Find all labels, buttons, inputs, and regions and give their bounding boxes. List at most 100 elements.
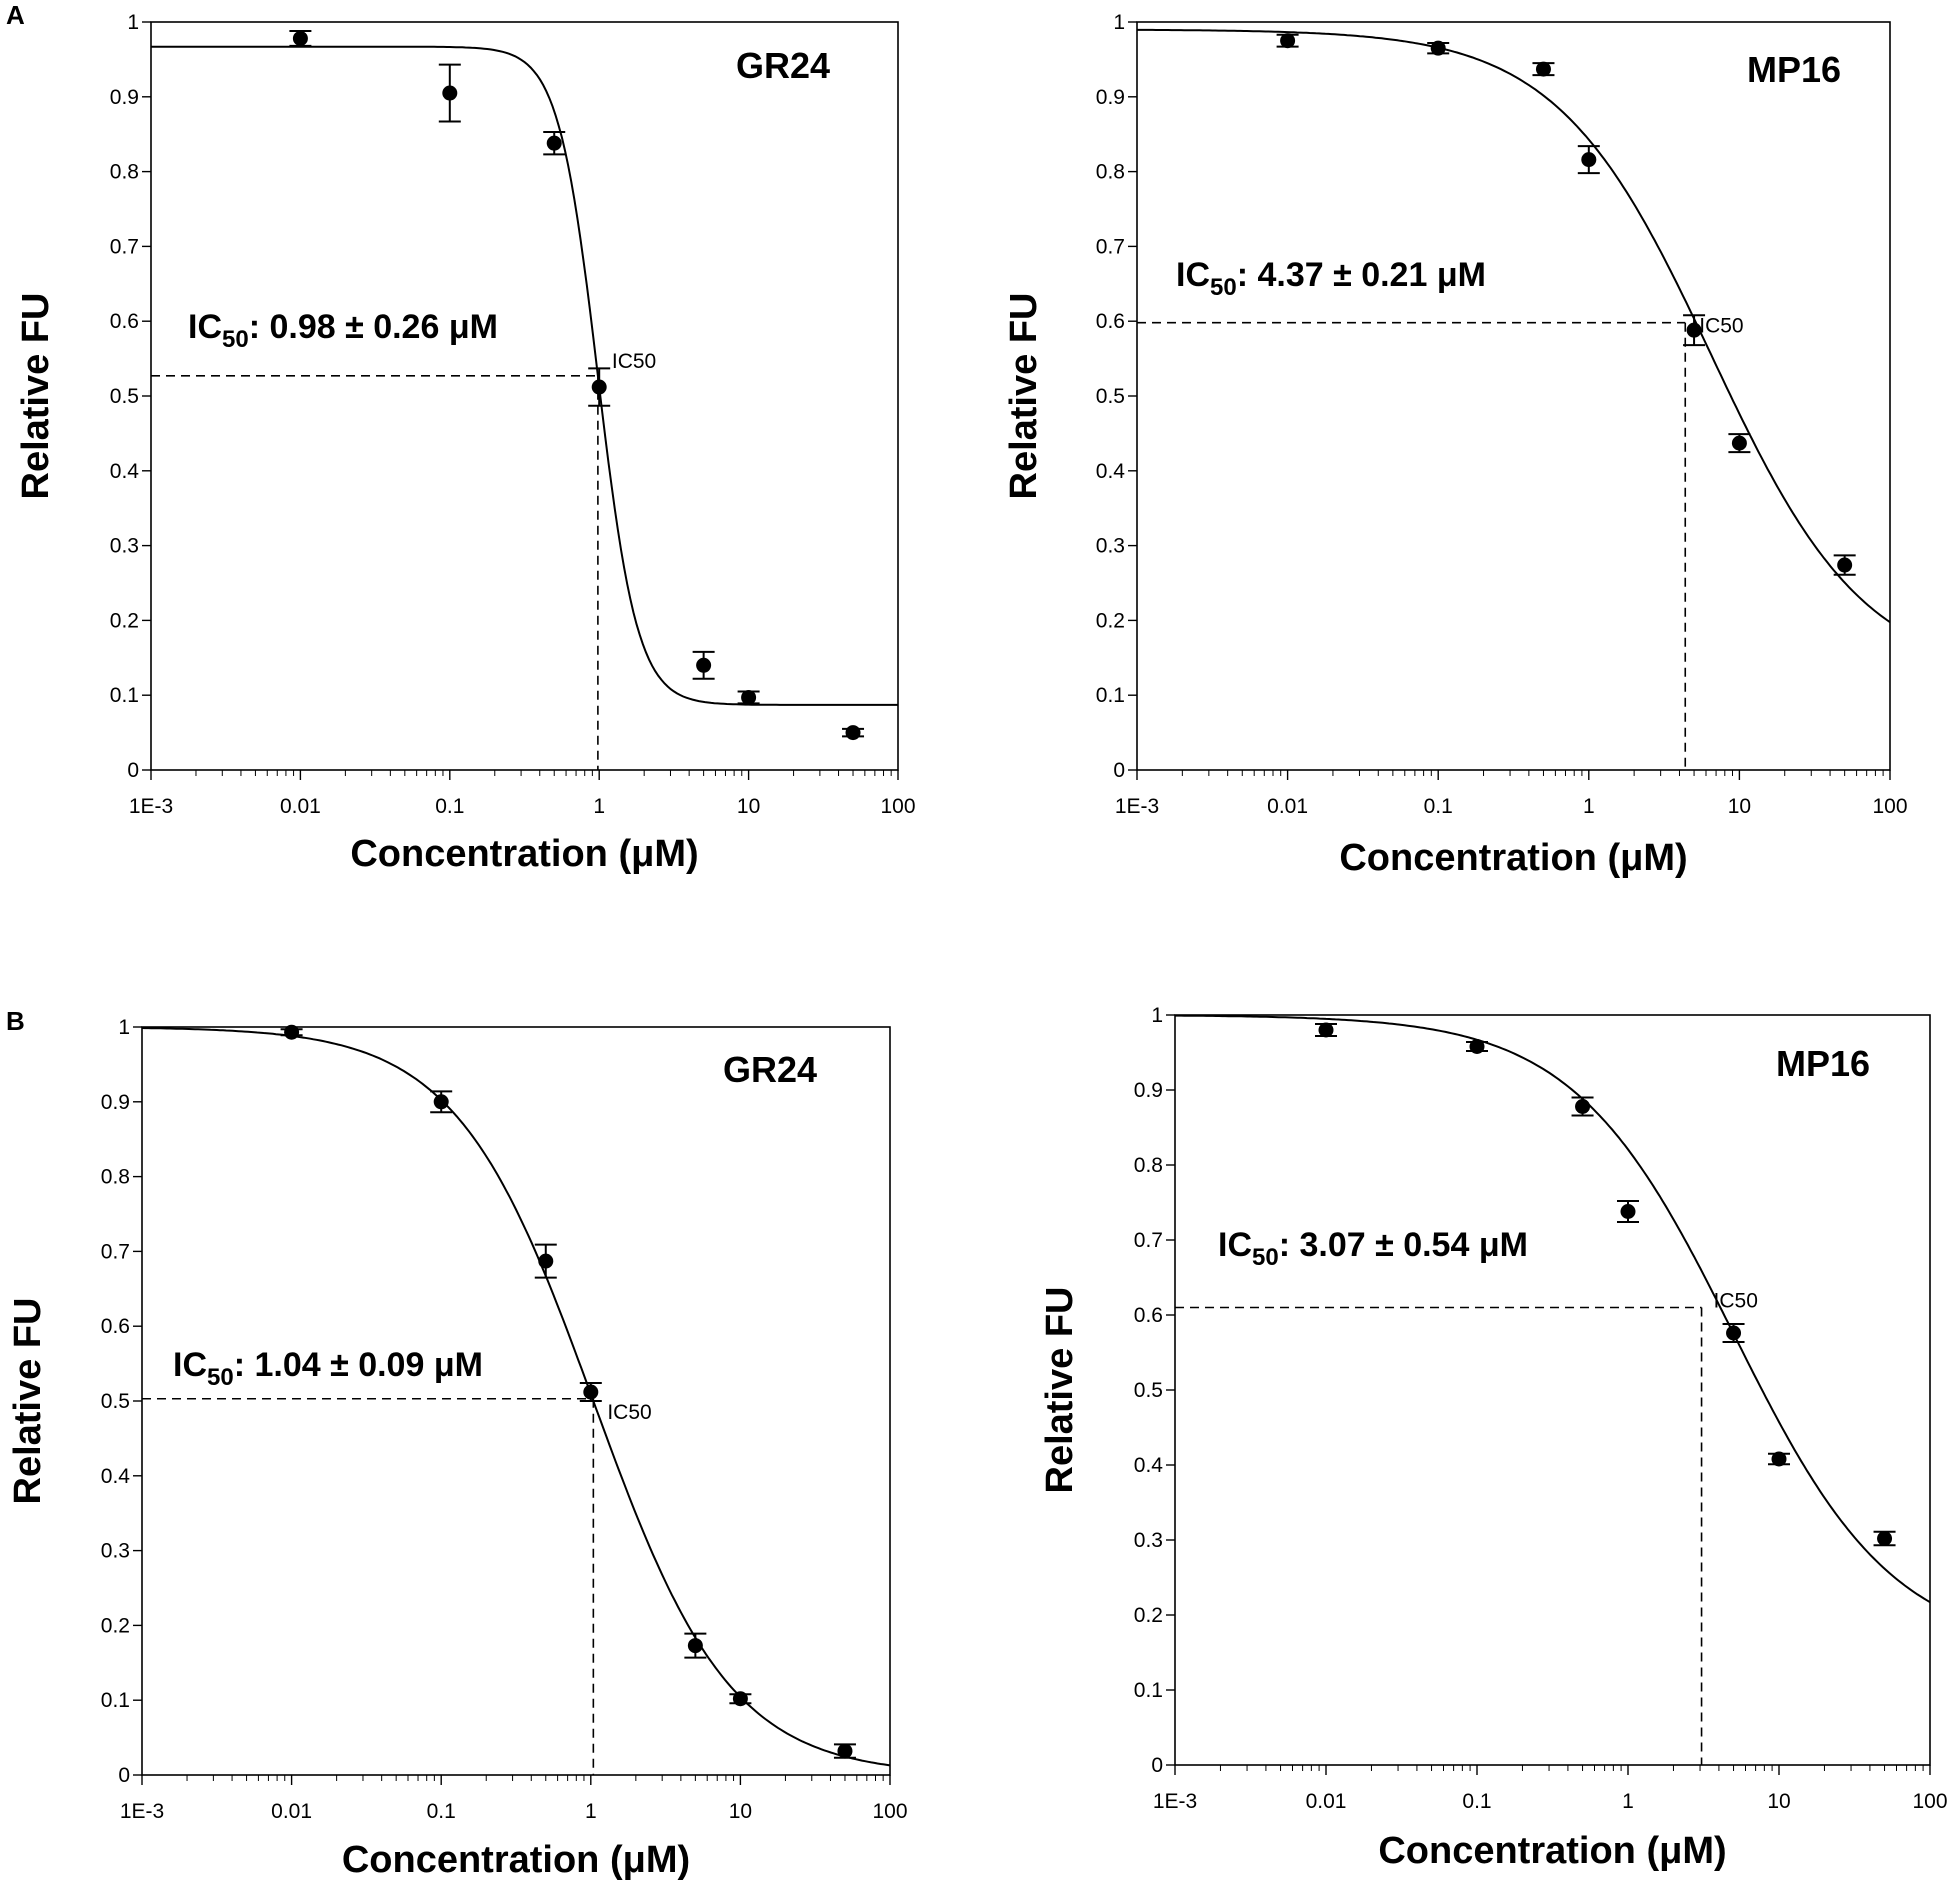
fit-curve bbox=[151, 45, 898, 706]
ic50-annotation-label: IC bbox=[173, 1346, 207, 1384]
ic50-annotation-sub: 50 bbox=[1210, 274, 1237, 301]
x-tick-label: 1E-3 bbox=[129, 795, 173, 818]
plot-frame bbox=[141, 1026, 891, 1776]
y-tick-label: 0.2 bbox=[101, 1614, 130, 1637]
x-tick-label: 0.1 bbox=[427, 1800, 456, 1823]
data-point bbox=[442, 85, 458, 101]
y-tick-label: 0.3 bbox=[1134, 1529, 1163, 1552]
y-axis-title: Relative FU bbox=[1003, 293, 1045, 500]
ic50-annotation-label: IC bbox=[188, 308, 222, 346]
x-axis-title: Concentration (μM) bbox=[342, 1839, 690, 1881]
ic50-annotation-value: : 1.04 ± 0.09 μM bbox=[234, 1346, 483, 1384]
y-tick-label: 0.6 bbox=[110, 310, 139, 333]
data-point bbox=[1877, 1531, 1893, 1546]
data-point bbox=[546, 135, 562, 151]
x-tick-label: 100 bbox=[880, 795, 915, 818]
ic50-annotation: IC50: 1.04 ± 0.09 μM bbox=[173, 1346, 483, 1391]
y-tick-label: 0.2 bbox=[1096, 609, 1125, 632]
y-tick-label: 0.7 bbox=[110, 235, 139, 258]
data-point bbox=[1771, 1451, 1787, 1467]
data-point bbox=[583, 1384, 599, 1400]
y-tick-label: 0.8 bbox=[101, 1166, 130, 1189]
y-tick-label: 0.9 bbox=[1134, 1079, 1163, 1102]
chart-4: 0 0.1 0.2 0.3 0.4 0.5 0.6 0.7 0.8 0.9 1 1E-3 0.01 0.1… bbox=[1039, 1004, 1948, 1872]
y-tick-label: 0.1 bbox=[1134, 1679, 1163, 1702]
y-tick-label: 0.4 bbox=[1134, 1454, 1164, 1477]
data-point bbox=[538, 1253, 554, 1269]
y-tick-label: 1 bbox=[1113, 11, 1125, 34]
y-tick-label: 1 bbox=[1151, 1004, 1163, 1027]
x-tick-label: 10 bbox=[1767, 1790, 1790, 1813]
chart-2: 0 0.1 0.2 0.3 0.4 0.5 0.6 0.7 0.8 0.9 1 1E-3 0.01 0.1… bbox=[1003, 11, 1908, 879]
ic50-annotation: IC50: 0.98 ± 0.26 μM bbox=[188, 308, 498, 353]
data-point bbox=[1620, 1204, 1636, 1219]
data-point bbox=[1731, 435, 1747, 451]
x-tick-label: 0.01 bbox=[1306, 1790, 1347, 1813]
y-tick-label: 1 bbox=[127, 11, 139, 34]
y-tick-label: 0 bbox=[1113, 759, 1125, 782]
x-tick-label: 1E-3 bbox=[1115, 795, 1159, 818]
x-tick-label: 0.1 bbox=[1424, 795, 1453, 818]
y-tick-label: 0.9 bbox=[110, 86, 139, 109]
x-tick-label: 1 bbox=[1622, 1790, 1634, 1813]
x-tick-label: 0.1 bbox=[1462, 1790, 1491, 1813]
data-point bbox=[1535, 61, 1551, 77]
ic50-label: IC50 bbox=[612, 350, 656, 373]
y-tick-label: 0.2 bbox=[110, 609, 139, 632]
ic50-annotation: IC50: 4.37 ± 0.21 μM bbox=[1176, 256, 1486, 301]
x-tick-label: 0.01 bbox=[1267, 795, 1308, 818]
data-point bbox=[1469, 1039, 1485, 1054]
y-tick-label: 0.8 bbox=[1134, 1154, 1163, 1177]
ic50-annotation-label: IC bbox=[1176, 256, 1210, 294]
chart-3: 0 0.1 0.2 0.3 0.4 0.5 0.6 0.7 0.8 0.9 1 1E-3 0.01 0.1… bbox=[7, 1016, 908, 1881]
data-point bbox=[696, 657, 712, 673]
y-tick-label: 0 bbox=[118, 1764, 130, 1787]
y-tick-label: 0.6 bbox=[1134, 1304, 1163, 1327]
chart-1: 0 0.1 0.2 0.3 0.4 0.5 0.6 0.7 0.8 0.9 1 1E-3 0.01 0.1… bbox=[15, 11, 916, 875]
y-tick-label: 0.7 bbox=[1134, 1229, 1163, 1252]
data-point bbox=[284, 1024, 300, 1040]
data-point bbox=[591, 379, 607, 395]
data-point bbox=[1581, 152, 1597, 168]
chart-title: GR24 bbox=[736, 45, 830, 86]
data-point bbox=[687, 1638, 703, 1654]
y-axis-title: Relative FU bbox=[7, 1298, 49, 1505]
data-point bbox=[837, 1743, 853, 1759]
ic50-annotation-sub: 50 bbox=[1252, 1244, 1279, 1271]
ic50-label: IC50 bbox=[607, 1401, 651, 1424]
x-tick-label: 1 bbox=[593, 795, 605, 818]
plot-frame bbox=[1136, 21, 1891, 771]
data-point bbox=[1318, 1022, 1334, 1038]
data-point bbox=[433, 1094, 449, 1110]
ic50-annotation-value: : 0.98 ± 0.26 μM bbox=[249, 308, 498, 346]
fit-curve bbox=[141, 1027, 891, 1767]
plot-frame bbox=[150, 21, 899, 771]
y-tick-label: 0.5 bbox=[110, 385, 139, 408]
y-tick-label: 0.2 bbox=[1134, 1604, 1163, 1627]
y-axis-title: Relative FU bbox=[1039, 1287, 1081, 1494]
data-point bbox=[732, 1691, 748, 1707]
y-tick-label: 0 bbox=[127, 759, 139, 782]
data-point bbox=[845, 725, 861, 741]
x-axis-title: Concentration (μM) bbox=[1378, 1830, 1726, 1872]
y-tick-label: 0.1 bbox=[110, 684, 139, 707]
chart-title: MP16 bbox=[1747, 49, 1841, 90]
x-tick-label: 1 bbox=[1583, 795, 1595, 818]
plot-frame bbox=[1174, 1014, 1931, 1766]
y-tick-label: 0.1 bbox=[1096, 684, 1125, 707]
y-tick-label: 0.3 bbox=[1096, 535, 1125, 558]
ic50-annotation-sub: 50 bbox=[222, 326, 249, 353]
y-tick-label: 1 bbox=[118, 1016, 130, 1039]
y-tick-label: 0.8 bbox=[1096, 161, 1125, 184]
ic50-label: IC50 bbox=[1699, 315, 1743, 338]
ic50-annotation-label: IC bbox=[1218, 1226, 1252, 1264]
data-point bbox=[1726, 1325, 1742, 1341]
y-tick-label: 0.7 bbox=[1096, 235, 1125, 258]
fit-curve bbox=[1175, 1014, 1931, 1604]
x-tick-label: 1E-3 bbox=[120, 1800, 164, 1823]
data-point bbox=[1280, 33, 1296, 49]
y-tick-label: 0.6 bbox=[1096, 310, 1125, 333]
ic50-annotation-value: : 3.07 ± 0.54 μM bbox=[1279, 1226, 1528, 1264]
y-tick-label: 0.3 bbox=[110, 535, 139, 558]
x-tick-label: 10 bbox=[737, 795, 760, 818]
